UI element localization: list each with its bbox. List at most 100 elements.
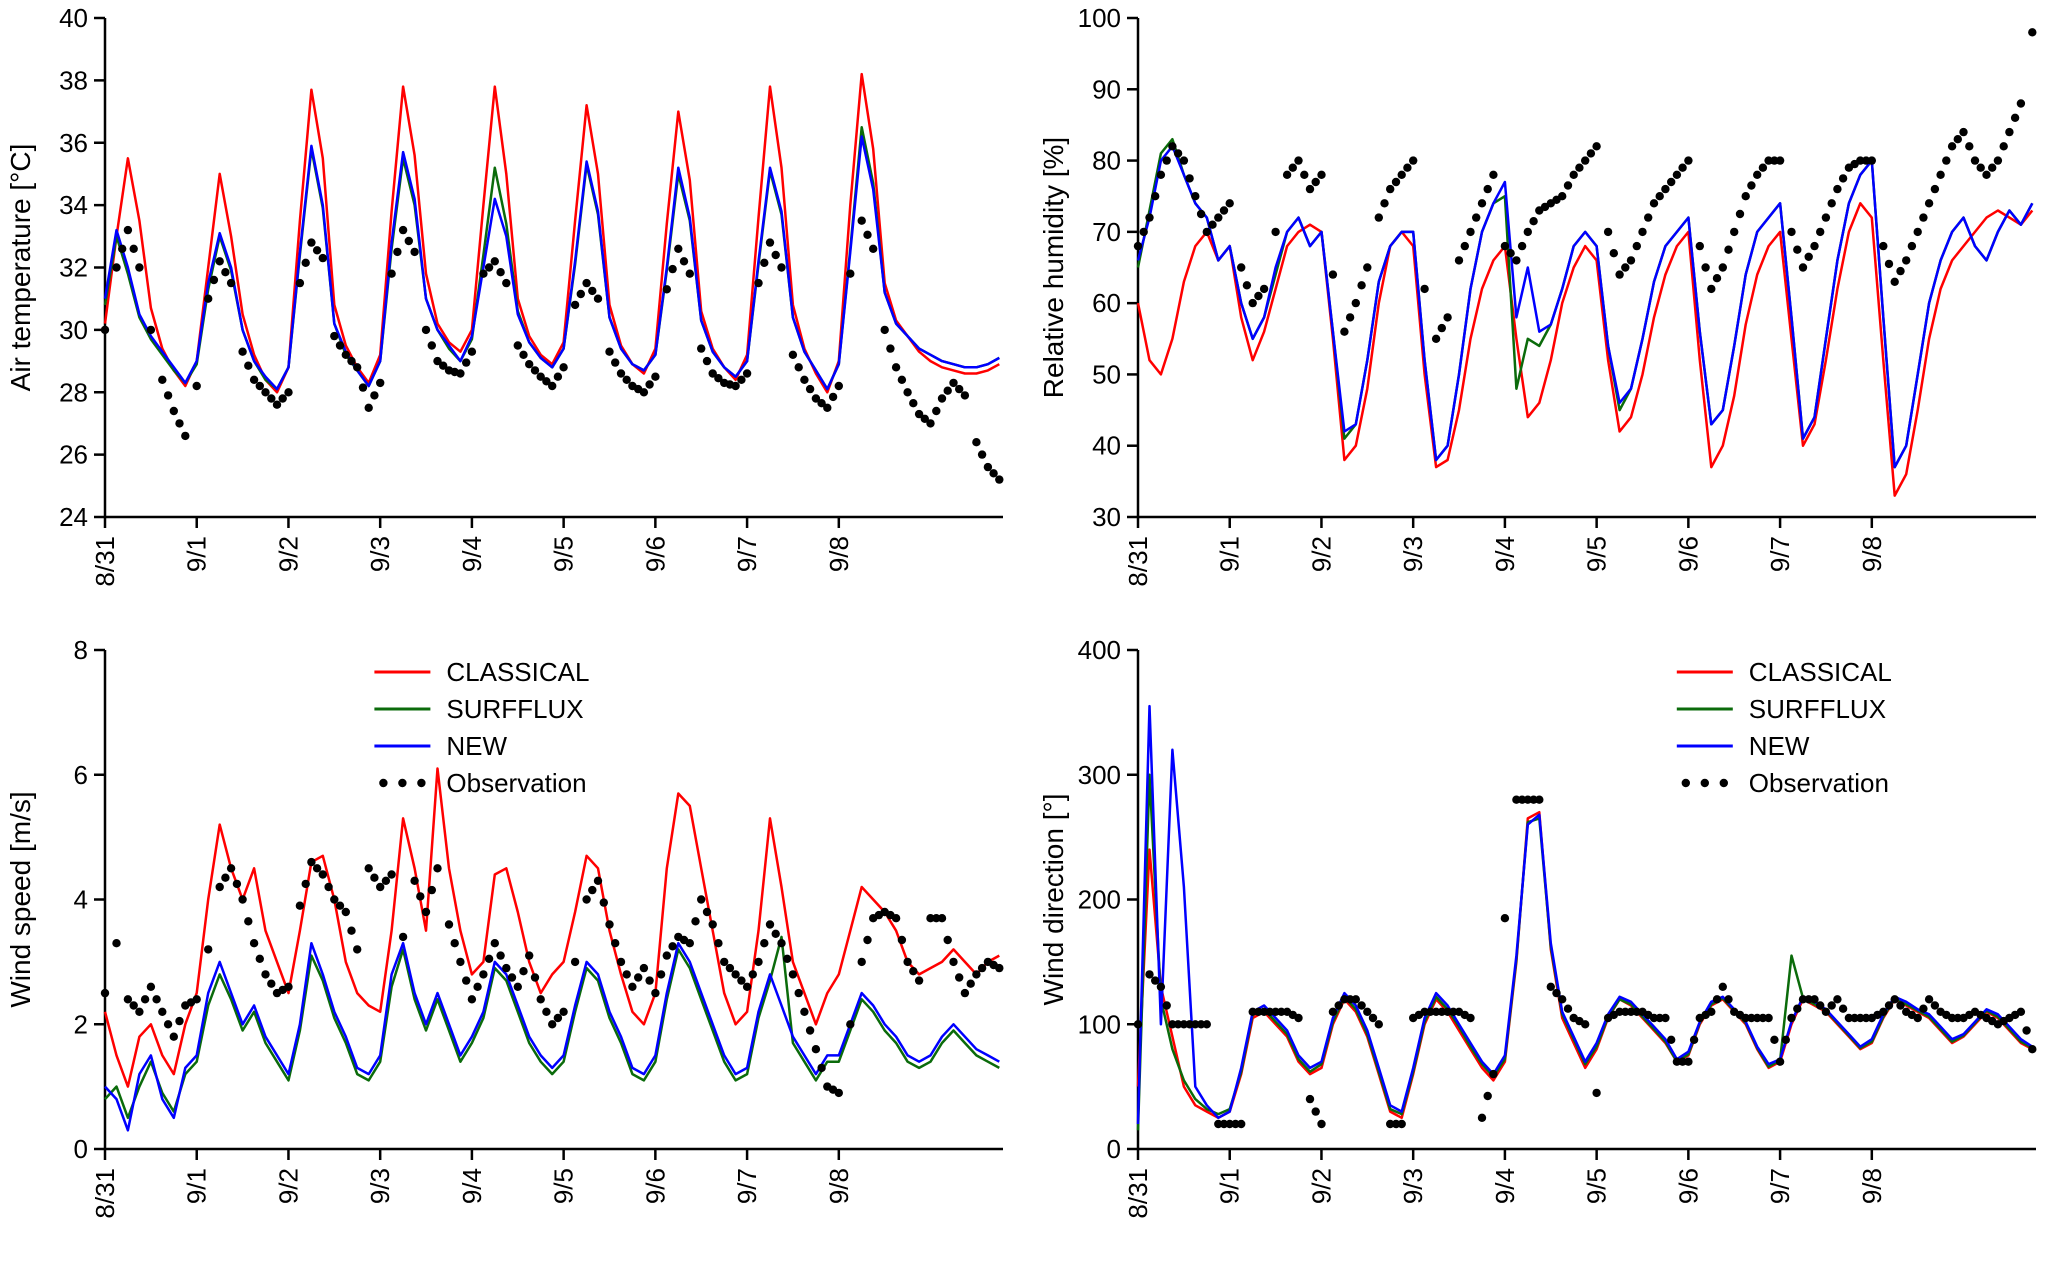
x-tick-label: 9/6 [640, 1168, 670, 1204]
y-tick-label: 8 [74, 635, 88, 665]
series-classical [103, 767, 1000, 1088]
y-tick-label: 26 [59, 440, 88, 470]
y-axis-title: Relative humidity [%] [1038, 137, 1069, 398]
legend-dot [1719, 778, 1728, 788]
x-tick-label: 8/31 [90, 536, 120, 587]
y-tick-label: 70 [1092, 217, 1121, 247]
x-tick-label: 9/8 [1857, 1168, 1887, 1204]
x-tick-label: 8/31 [1123, 1168, 1153, 1219]
y-tick-label: 90 [1092, 74, 1121, 104]
x-tick-label: 9/7 [732, 536, 762, 572]
y-tick-label: 32 [59, 253, 88, 283]
legend-dot [1700, 778, 1709, 788]
legend-dot [379, 778, 388, 788]
series-classical [1136, 810, 2033, 1120]
wind-speed-chart: 0 2 4 6 8 8/31 9/1 9/2 9/3 9/4 9/5 9/6 9/7 9/8 Wind sp… [5, 635, 1004, 1219]
legend-label-observation: Observation [1749, 768, 1889, 798]
y-tick-label: 50 [1092, 359, 1121, 389]
panel-wind-speed: 0 2 4 6 8 8/31 9/1 9/2 9/3 9/4 9/5 9/6 9/7 9/8 Wind sp… [0, 632, 1033, 1264]
legend-dot [1681, 778, 1690, 788]
series-surfflux [1136, 773, 2033, 1131]
x-tick-label: 9/1 [1215, 536, 1245, 572]
x-tick-label: 9/6 [640, 536, 670, 572]
legend-label-classical: CLASSICAL [446, 657, 589, 687]
y-tick-label: 200 [1078, 885, 1121, 915]
x-tick-label: 9/3 [365, 536, 395, 572]
y-tick-label: 36 [59, 128, 88, 158]
series-observation-dots [100, 857, 1004, 1098]
y-tick-label: 28 [59, 377, 88, 407]
x-tick-label: 8/31 [90, 1168, 120, 1219]
x-tick-label: 9/4 [1490, 1168, 1520, 1204]
y-tick-label: 0 [1107, 1134, 1121, 1164]
x-tick-label: 9/7 [1765, 536, 1795, 572]
series-new [1136, 704, 2033, 1125]
series-new [103, 135, 1000, 391]
x-tick-label: 9/6 [1673, 536, 1703, 572]
x-tick-label: 9/4 [1490, 536, 1520, 572]
x-tick-label: 9/6 [1673, 1168, 1703, 1204]
y-tick-label: 6 [74, 760, 88, 790]
series-classical [1136, 202, 2034, 497]
x-tick-label: 9/2 [1306, 1168, 1336, 1204]
y-tick-label: 80 [1092, 146, 1121, 176]
y-tick-label: 30 [59, 315, 88, 345]
x-tick-label: 8/31 [1123, 536, 1153, 587]
y-axis-title: Wind speed [m/s] [5, 791, 36, 1007]
legend-label-surfflux: SURFFLUX [446, 694, 583, 724]
series-new [1136, 145, 2034, 469]
x-tick-label: 9/1 [182, 536, 212, 572]
y-tick-label: 300 [1078, 760, 1121, 790]
legend-label-observation: Observation [446, 768, 586, 798]
x-tick-label: 9/5 [1582, 536, 1612, 572]
x-tick-label: 9/5 [1582, 1168, 1612, 1204]
wind-direction-chart: 0 100 200 300 400 8/31 9/1 9/2 9/3 9/4 9/5 9/6 9/7 9/… [1038, 635, 2037, 1219]
series-new [104, 941, 1000, 1132]
legend: CLASSICAL SURFFLUX NEW Observation [374, 657, 589, 798]
x-tick-label: 9/3 [1398, 536, 1428, 572]
x-tick-label: 9/2 [273, 1168, 303, 1204]
y-tick-label: 400 [1078, 635, 1121, 665]
y-tick-label: 34 [59, 190, 88, 220]
legend-label-new: NEW [1749, 731, 1810, 761]
x-tick-label: 9/8 [824, 536, 854, 572]
y-tick-label: 100 [1078, 3, 1121, 33]
x-tick-label: 9/1 [182, 1168, 212, 1204]
x-tick-label: 9/8 [824, 1168, 854, 1204]
series-observation-dots [100, 216, 1004, 484]
relative-humidity-chart: 30 40 50 60 70 80 90 100 8/31 9/1 9/2 9/3 9/4 9/5 9/6 9… [1038, 3, 2037, 587]
x-tick-label: 9/7 [1765, 1168, 1795, 1204]
y-tick-label: 4 [74, 885, 88, 915]
x-tick-label: 9/8 [1857, 536, 1887, 572]
legend-label-surfflux: SURFFLUX [1749, 694, 1886, 724]
x-tick-label: 9/3 [1398, 1168, 1428, 1204]
series-surfflux [104, 935, 1000, 1120]
x-tick-label: 9/4 [457, 1168, 487, 1204]
legend-dot [398, 778, 407, 788]
x-tick-label: 9/5 [549, 1168, 579, 1204]
series-classical [103, 72, 1000, 394]
y-tick-label: 40 [1092, 431, 1121, 461]
panel-air-temperature: 24 26 28 30 32 34 36 38 40 8/31 9/1 9/2 9/3 9/4 9/5 9/6… [0, 0, 1033, 632]
series-observation-dots [1133, 795, 2037, 1129]
legend: CLASSICAL SURFFLUX NEW Observation [1676, 657, 1892, 798]
y-tick-label: 38 [59, 65, 88, 95]
y-tick-label: 0 [74, 1134, 88, 1164]
panel-wind-direction: 0 100 200 300 400 8/31 9/1 9/2 9/3 9/4 9/5 9/6 9/7 9/… [1033, 632, 2066, 1264]
x-tick-label: 9/1 [1215, 1168, 1245, 1204]
y-axis-title: Wind direction [°] [1038, 794, 1069, 1006]
x-tick-label: 9/7 [732, 1168, 762, 1204]
y-tick-label: 30 [1092, 502, 1121, 532]
y-tick-label: 24 [59, 502, 88, 532]
x-tick-label: 9/5 [549, 536, 579, 572]
y-tick-label: 2 [74, 1009, 88, 1039]
series-observation-dots [1133, 28, 2037, 343]
legend-label-classical: CLASSICAL [1749, 657, 1892, 687]
panel-relative-humidity: 30 40 50 60 70 80 90 100 8/31 9/1 9/2 9/3 9/4 9/5 9/6 9… [1033, 0, 2066, 632]
x-tick-label: 9/4 [457, 536, 487, 572]
air-temperature-chart: 24 26 28 30 32 34 36 38 40 8/31 9/1 9/2 9/3 9/4 9/5 9/6… [5, 3, 1004, 587]
y-tick-label: 60 [1092, 288, 1121, 318]
legend-label-new: NEW [446, 731, 507, 761]
y-tick-label: 40 [59, 3, 88, 33]
x-tick-label: 9/2 [273, 536, 303, 572]
